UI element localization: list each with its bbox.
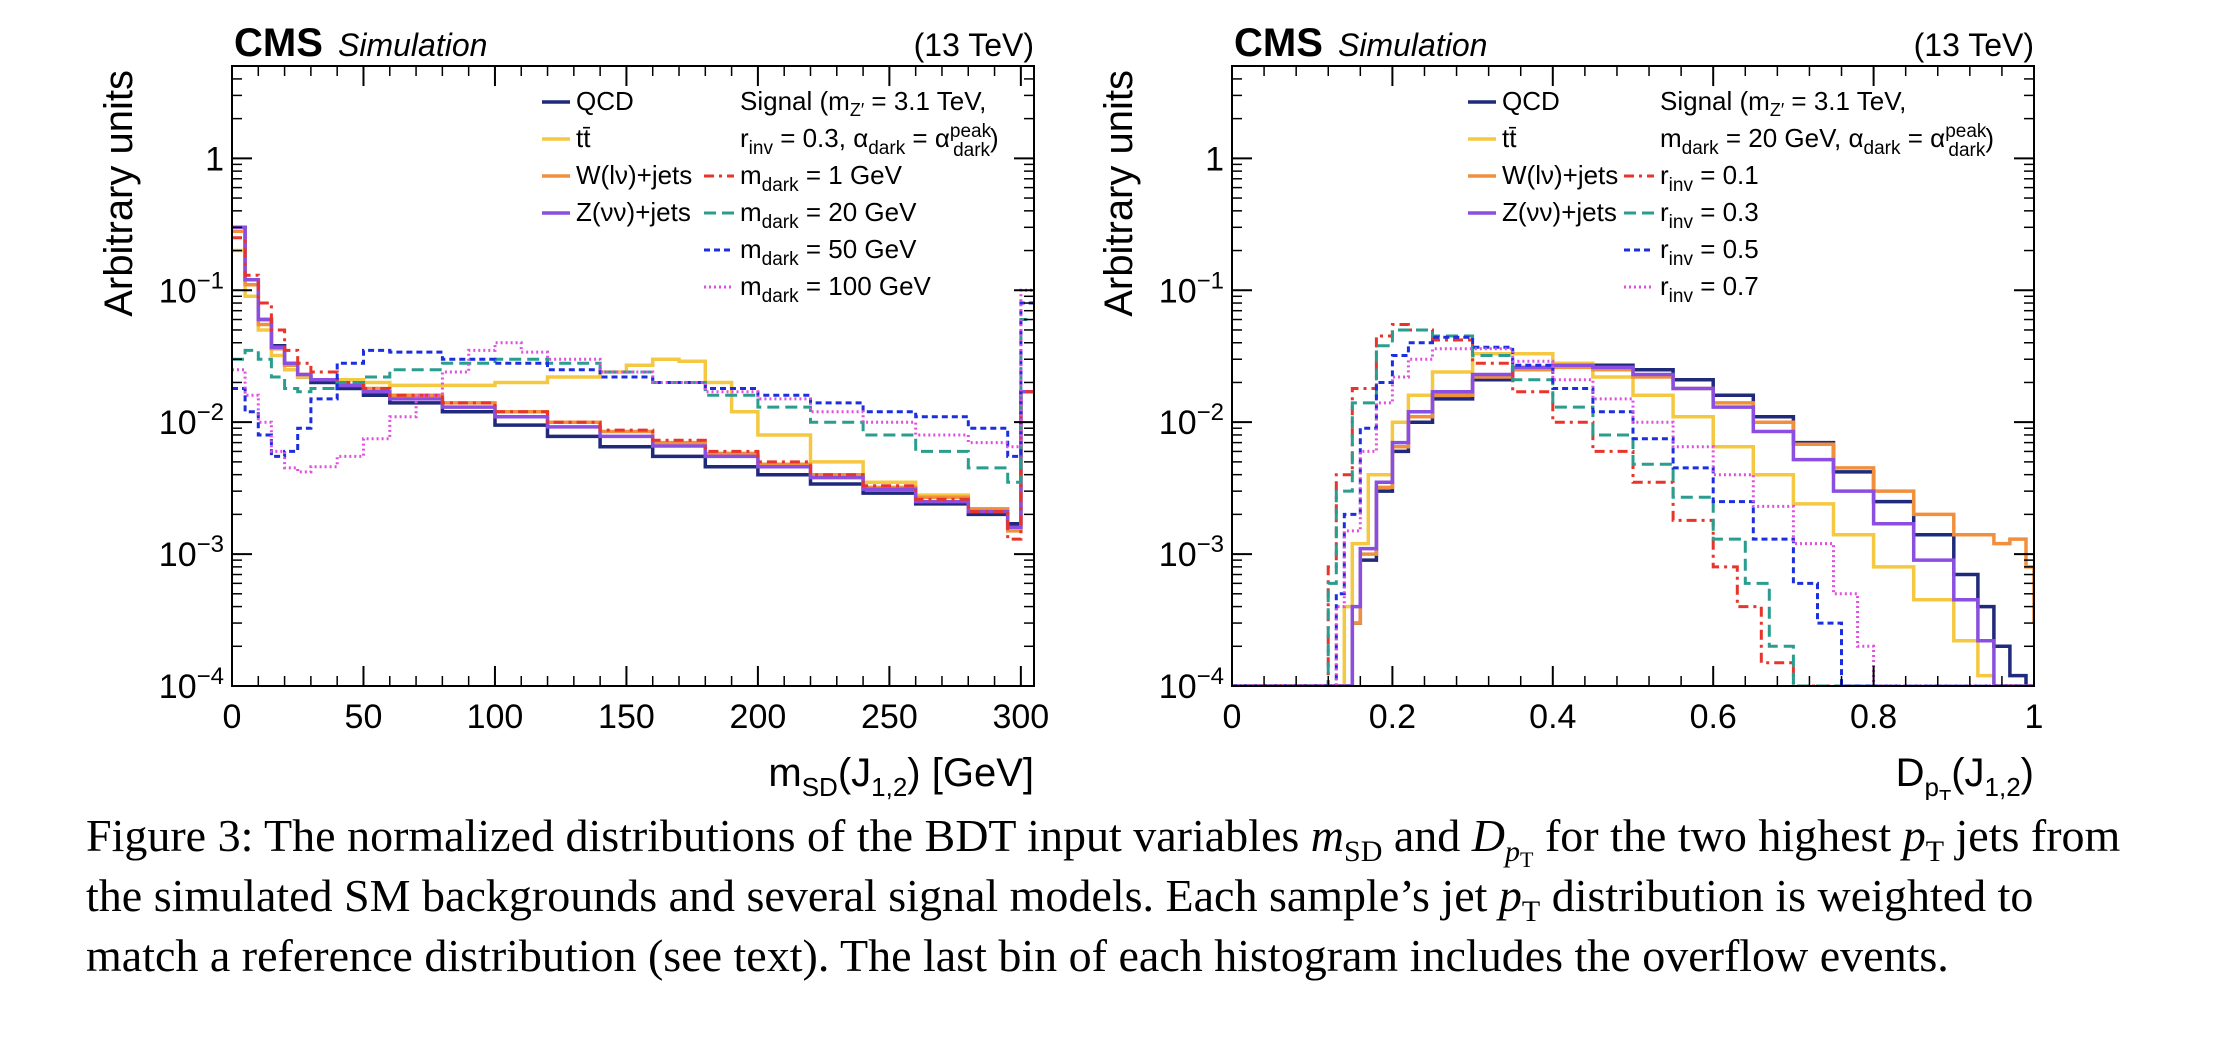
signal-header-1: Signal (mZ′ = 3.1 TeV, [1660,86,1906,120]
plot-frame [231,65,1035,687]
caption-suffix: distribution is weighted to match a refe… [86,870,2034,981]
figure-caption: Figure 3: The normalized distributions o… [86,806,2156,986]
signal-header-2: mdark = 20 GeV, αdark = αpeak dark) [1660,121,1994,161]
series-1-1 [1232,352,2034,686]
caption-var3: p [1902,810,1926,861]
series-group [232,225,1034,541]
series-group [1232,323,2034,686]
ytick-label: 10−2 [159,399,224,442]
xtick-label: 150 [598,698,655,736]
caption-prefix: Figure 3: The normalized distributions o… [86,810,1311,861]
ytick-label: 10−4 [1159,663,1224,706]
chart-dpt: CMS Simulation (13 TeV) 0 0.2 0.4 0.6 0.8 1 10−4 1… [1097,21,2043,800]
series-0-7 [232,288,1034,474]
legend-signal-label: mdark = 1 GeV [740,160,903,196]
series-1-5 [1232,328,2034,686]
caption-var1: m [1310,810,1345,861]
legend-label: Z(νν)+jets [576,197,691,227]
energy-label: (13 TeV) [914,27,1034,63]
cms-label: CMS [234,21,323,65]
legend-label: W(lν)+jets [1502,160,1618,190]
ytick-label: 10−1 [159,267,224,310]
legend-label: QCD [576,86,634,116]
y-axis-label: Arbitrary units [1097,70,1141,317]
ytick-label: 10−3 [159,531,224,574]
simulation-label: Simulation [1338,27,1487,63]
caption-var3-sub: T [1925,835,1945,868]
xtick-label: 100 [467,698,524,736]
legend-label: tt̄ [1502,123,1517,153]
x-axis-label: DpT(J1,2) [1896,751,2034,800]
series-1-2 [1232,365,2034,686]
xtick-label: 0.2 [1369,698,1416,736]
caption-var1-sub: SD [1344,835,1383,868]
series-0-5 [232,318,1034,484]
energy-label: (13 TeV) [1914,27,2034,63]
legend-label: QCD [1502,86,1560,116]
ytick-label: 1 [1205,140,1224,178]
series-0-3 [232,225,1034,529]
xtick-label: 0 [1223,698,1242,736]
signal-header-2: rinv = 0.3, αdark = αpeak dark) [740,121,999,161]
legend-signal-label: rinv = 0.1 [1660,160,1759,196]
caption-mid1: and [1382,810,1472,861]
legend-signal-label: mdark = 20 GeV [740,197,917,233]
caption-mid3: jets from the simulated SM backgrounds a… [86,810,2121,921]
xtick-label: 300 [992,698,1049,736]
xtick-label: 50 [345,698,383,736]
caption-mid2: for the two highest [1533,810,1903,861]
xtick-label: 0.6 [1690,698,1737,736]
series-0-4 [232,236,1034,541]
xtick-label: 250 [861,698,918,736]
x-axis-label: mSD(J1,2) [GeV] [768,751,1034,800]
xtick-label: 0 [223,698,242,736]
legend-label: Z(νν)+jets [1502,197,1617,227]
xtick-label: 0.4 [1529,698,1576,736]
ytick-label: 10−4 [159,663,224,706]
caption-var2: D [1471,810,1506,861]
caption-var4: p [1498,870,1522,921]
cms-label: CMS [1234,21,1323,65]
caption-var2-sub: pT [1505,835,1534,872]
y-axis-label: Arbitrary units [97,70,141,317]
caption-var4-sub: T [1521,895,1541,928]
legend-signal-label: mdark = 50 GeV [740,234,917,270]
xtick-label: 200 [730,698,787,736]
figure: CMS Simulation (13 TeV) 0 50 100 150 200 250 300 1… [97,21,2043,800]
plot-frame [1231,65,2035,687]
chart-msd: CMS Simulation (13 TeV) 0 50 100 150 200 250 300 1… [97,21,1049,800]
series-1-3 [1232,363,2034,686]
xtick-label: 1 [2025,698,2044,736]
legend-signal-label: mdark = 100 GeV [740,271,932,307]
legend-label: W(lν)+jets [576,160,692,190]
xtick-label: 0.8 [1850,698,1897,736]
ytick-label: 1 [205,140,224,178]
simulation-label: Simulation [338,27,487,63]
ytick-label: 10−1 [1159,267,1224,310]
legend-signal-label: rinv = 0.7 [1660,271,1759,307]
signal-header-1: Signal (mZ′ = 3.1 TeV, [740,86,986,120]
legend-signal-label: rinv = 0.3 [1660,197,1759,233]
legend-signal-label: rinv = 0.5 [1660,234,1759,270]
ytick-label: 10−3 [1159,531,1224,574]
ytick-label: 10−2 [1159,399,1224,442]
legend-label: tt̄ [576,123,591,153]
